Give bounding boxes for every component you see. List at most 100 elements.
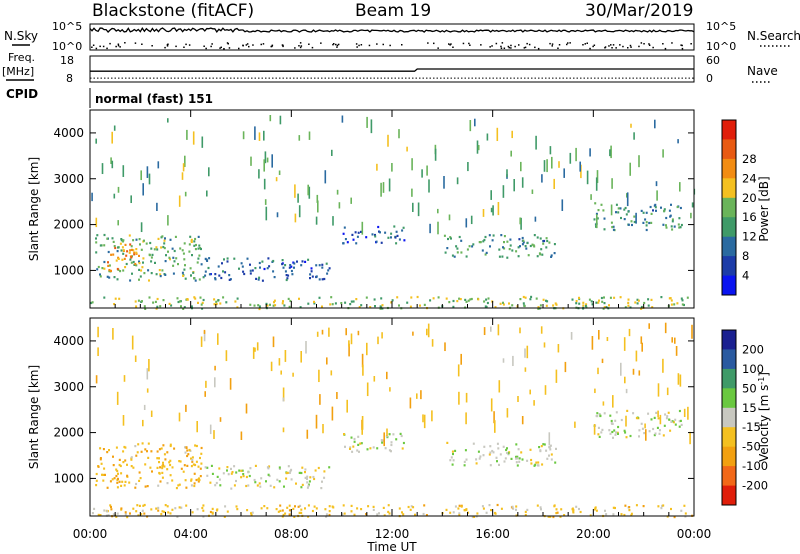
velocity-cell [146,485,149,488]
power-cell [324,170,327,184]
power-cell [264,151,267,164]
velocity-cell [490,398,493,412]
power-cell [680,297,683,300]
power-cell [681,303,684,306]
velocity-cell [328,505,331,508]
velocity-cell [300,486,303,489]
velocity-cell [116,512,119,515]
velocity-cell [236,508,239,511]
velocity-cell [169,444,172,448]
velocity-cell [539,506,542,509]
power-cell [253,304,256,307]
power-cbar-tick: 24 [742,171,757,185]
power-cell [584,304,587,308]
power-cell [133,251,136,254]
power-cell [571,298,574,301]
velocity-cell [538,446,541,449]
power-cell [128,234,131,237]
power-cell [197,247,200,250]
power-cell [511,130,513,139]
velocity-cell [272,336,275,348]
velocity-cell [227,473,230,476]
power-cell [370,119,373,134]
power-cell [116,267,119,271]
nsky-tick-low: 10^0 [52,40,82,53]
velocity-cell [454,505,457,508]
velocity-cell [295,482,297,485]
power-cell [288,266,291,269]
velocity-cell [426,328,428,336]
nsearch-dot [102,45,105,48]
velocity-cell [595,509,598,512]
velocity-cell [205,380,207,388]
nsearch-dot [503,47,506,49]
velocity-cell [124,511,127,514]
power-cell [636,302,639,305]
power-cell [624,306,627,309]
velocity-cell [278,466,281,469]
power-cell [175,257,178,260]
power-cell [350,197,352,204]
velocity-cell [288,504,291,507]
velocity-cell [478,457,481,460]
nsearch-dot [551,45,553,47]
velocity-cell [555,447,557,450]
nsearch-dot [593,44,596,46]
power-cell [654,203,657,206]
power-cell [261,279,264,282]
velocity-cell [673,516,676,519]
power-cell [141,300,143,303]
velocity-cell [305,341,307,354]
nsearch-dot [610,44,612,46]
power-cbar-tick: 4 [742,269,749,283]
power-cell [503,241,505,244]
velocity-cell [293,515,296,518]
velocity-cell [648,323,650,329]
time-axis-label: Time UT [366,540,417,554]
power-cell [272,270,275,273]
power-cell [197,235,200,238]
power-cbar-tick: 20 [742,191,757,205]
power-cell [380,297,383,300]
velocity-cell [200,462,203,465]
velocity-cell [533,400,535,406]
velocity-cell [194,444,197,447]
velocity-cell [451,450,454,453]
velocity-cell [242,473,245,476]
velocity-cell [475,462,478,465]
power-cell [213,303,216,306]
power-cell [617,207,620,210]
nsearch-dot [271,44,274,47]
power-cell [266,304,269,307]
velocity-cell [674,423,677,426]
power-cell [636,298,639,301]
velocity-cell [540,445,543,448]
power-cell [487,297,490,300]
velocity-cell [463,509,466,512]
velocity-cell [235,471,238,474]
power-cell [131,248,133,251]
nsearch-dot [648,43,650,45]
velocity-cell [240,469,243,472]
velocity-cell [186,449,189,452]
power-cell [610,204,613,216]
velocity-cell [289,470,292,473]
velocity-cell [361,353,364,368]
power-cell [287,274,290,277]
velocity-cell [224,505,227,508]
power-cell [554,302,557,305]
velocity-cell [596,415,599,418]
power-cell [645,221,648,224]
velocity-cell [479,455,482,458]
power-cell [671,218,674,221]
velocity-cell [422,512,425,516]
power-cell [110,253,113,256]
velocity-cell [282,513,285,517]
velocity-cell [515,505,518,508]
power-cell [201,301,204,304]
velocity-cell [143,503,146,507]
velocity-cell [202,515,205,518]
velocity-cell [560,508,563,511]
velocity-cell [628,506,631,509]
velocity-cell [211,507,214,510]
